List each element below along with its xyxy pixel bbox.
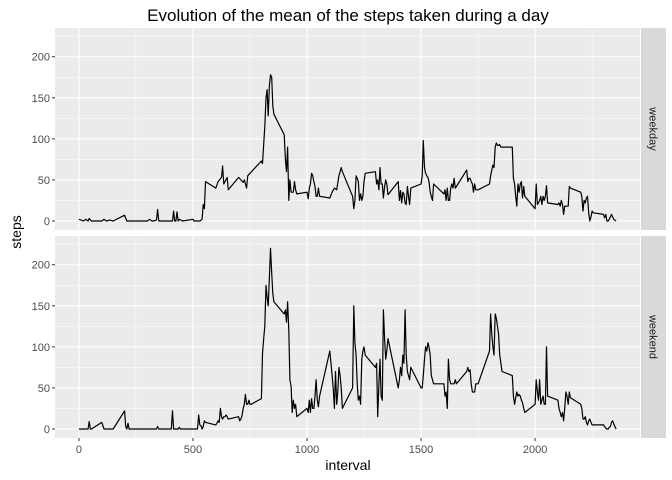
y-tick-label: 200: [32, 52, 50, 64]
y-axis-title: steps: [8, 215, 24, 248]
facet-strip-background: [641, 236, 666, 438]
facet-strip-label: weekday: [647, 106, 659, 151]
y-tick-label: 0: [44, 216, 50, 228]
panel-background: [55, 28, 640, 230]
panel-weekend: 0 50 100 150 200 weekend: [32, 236, 666, 438]
panel-weekday: 0 50 100 150 200 weekday: [32, 28, 666, 230]
x-tick-label: 1000: [295, 444, 319, 456]
y-tick-label: 50: [38, 175, 50, 187]
y-tick-label: 50: [38, 383, 50, 395]
y-tick-label: 100: [32, 342, 50, 354]
x-tick-label: 0: [76, 444, 82, 456]
series-line-weekday: [78, 74, 617, 222]
facet-strip-background: [641, 28, 666, 230]
y-tick-label: 0: [44, 424, 50, 436]
y-tick-label: 100: [32, 134, 50, 146]
series-line-weekend: [78, 247, 617, 430]
panel-background: [55, 236, 640, 438]
x-axis-title: interval: [325, 457, 370, 473]
panels: 0 50 100 150 200 weekday 0 50 100 150 200 weekend 0 5…: [32, 28, 666, 456]
y-tick-label: 150: [32, 93, 50, 105]
x-tick-label: 1500: [409, 444, 433, 456]
facet-strip-label: weekend: [647, 314, 659, 359]
y-tick-label: 200: [32, 260, 50, 272]
y-tick-label: 150: [32, 301, 50, 313]
x-axis: 0 500 1000 1500 2000: [76, 438, 547, 456]
chart-title: Evolution of the mean of the steps taken…: [147, 6, 549, 25]
x-tick-label: 2000: [523, 444, 547, 456]
x-tick-label: 500: [184, 444, 202, 456]
